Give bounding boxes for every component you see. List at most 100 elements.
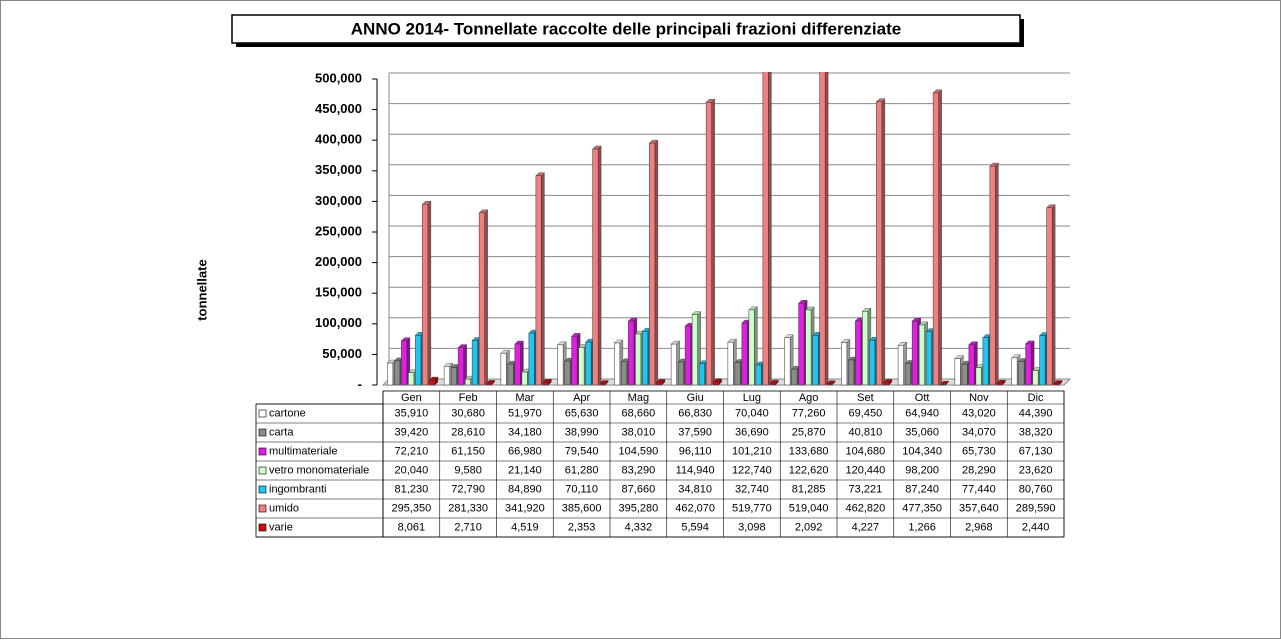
y-tick-label: 450,000 xyxy=(315,101,362,116)
table-value: 43,020 xyxy=(962,407,996,419)
bar xyxy=(784,337,791,386)
table-value: 4,519 xyxy=(511,521,539,533)
chart-title: ANNO 2014- Tonnellate raccolte delle pri… xyxy=(351,19,901,38)
table-value: 70,110 xyxy=(565,483,598,495)
table-value: 104,680 xyxy=(845,445,885,457)
table-value: 51,970 xyxy=(508,407,542,419)
bar xyxy=(932,92,939,386)
table-value: 38,990 xyxy=(565,426,599,438)
bar-side xyxy=(881,98,886,386)
table-value: 122,740 xyxy=(732,464,772,476)
y-tick-label: 100,000 xyxy=(315,315,362,330)
bar xyxy=(897,345,904,386)
bar-side xyxy=(824,72,829,386)
bar xyxy=(1032,370,1039,386)
bar xyxy=(471,340,478,386)
bar xyxy=(429,379,436,386)
grid: - 50,000 100,000 150,000 200,000 250,000 300,0… xyxy=(315,70,1072,391)
y-tick-label: 400,000 xyxy=(315,132,362,147)
bar xyxy=(855,320,862,386)
legend-key xyxy=(258,504,267,513)
bar xyxy=(769,382,776,386)
y-tick-label: 200,000 xyxy=(315,254,362,269)
table-value: 35,910 xyxy=(395,407,429,419)
bar xyxy=(422,203,429,386)
table-value: 34,070 xyxy=(962,426,996,438)
bar xyxy=(578,347,585,386)
legend-label: umido xyxy=(269,502,299,514)
table-value: 83,290 xyxy=(622,464,656,476)
legend-key xyxy=(258,447,267,456)
bar xyxy=(961,363,968,386)
legend-label: cartone xyxy=(269,407,306,419)
title-box xyxy=(231,14,1021,44)
bar xyxy=(826,383,833,386)
bar xyxy=(457,347,464,386)
bar xyxy=(464,378,471,386)
table-value: 44,390 xyxy=(1019,407,1053,419)
table-value: 35,060 xyxy=(905,426,939,438)
bar xyxy=(415,335,422,386)
table-value: 8,061 xyxy=(398,521,426,533)
table-value: 32,740 xyxy=(735,483,769,495)
legend-key xyxy=(258,523,267,532)
x-tick-label: Set xyxy=(857,392,874,404)
bar xyxy=(812,335,819,386)
bar-side xyxy=(427,200,432,386)
bar xyxy=(1039,335,1046,386)
x-tick-label: Gen xyxy=(401,392,422,404)
bar xyxy=(762,72,769,386)
table-value: 80,760 xyxy=(1019,483,1053,495)
table-value: 2,968 xyxy=(965,521,993,533)
bar xyxy=(954,358,961,386)
table-value: 37,590 xyxy=(678,426,712,438)
bar xyxy=(387,362,394,386)
bar xyxy=(684,325,691,386)
bar xyxy=(791,368,798,386)
table-value: 114,940 xyxy=(676,464,715,476)
table-value: 477,350 xyxy=(902,502,942,514)
bar xyxy=(841,342,848,386)
bar xyxy=(975,367,982,386)
bar xyxy=(535,175,542,386)
bar-side xyxy=(597,145,602,386)
bar xyxy=(691,314,698,386)
table-value: 98,200 xyxy=(905,464,939,476)
bar xyxy=(819,72,826,386)
bar xyxy=(848,359,855,386)
x-tick-label: Giu xyxy=(687,392,704,404)
y-tick-label: 300,000 xyxy=(315,193,362,208)
table-value: 25,870 xyxy=(792,426,826,438)
bar xyxy=(862,311,869,386)
table-value: 96,110 xyxy=(679,445,712,457)
table-value: 66,980 xyxy=(508,445,542,457)
table-value: 72,790 xyxy=(451,483,485,495)
x-tick-label: Ott xyxy=(915,392,930,404)
bar xyxy=(628,320,635,386)
bar xyxy=(677,361,684,386)
legend-key xyxy=(258,485,267,494)
table-value: 65,630 xyxy=(565,407,599,419)
bar xyxy=(939,383,946,386)
table-value: 295,350 xyxy=(391,502,431,514)
table-value: 79,540 xyxy=(565,445,599,457)
table-value: 30,680 xyxy=(451,407,485,419)
table-value: 2,440 xyxy=(1022,521,1050,533)
bar xyxy=(805,309,812,386)
bar xyxy=(1053,383,1060,386)
table-value: 133,680 xyxy=(789,445,829,457)
bar xyxy=(571,336,578,386)
table-value: 2,092 xyxy=(795,521,823,533)
table-value: 3,098 xyxy=(738,521,766,533)
table-value: 28,290 xyxy=(962,464,996,476)
table-value: 122,620 xyxy=(789,464,829,476)
table-value: 38,010 xyxy=(622,426,656,438)
table-value: 5,594 xyxy=(681,521,709,533)
table-value: 87,660 xyxy=(622,483,656,495)
bar xyxy=(698,363,705,386)
x-tick-label: Lug xyxy=(743,392,761,404)
y-tick-label: 500,000 xyxy=(315,70,362,85)
table-value: 61,280 xyxy=(565,464,599,476)
table-value: 281,330 xyxy=(448,502,488,514)
